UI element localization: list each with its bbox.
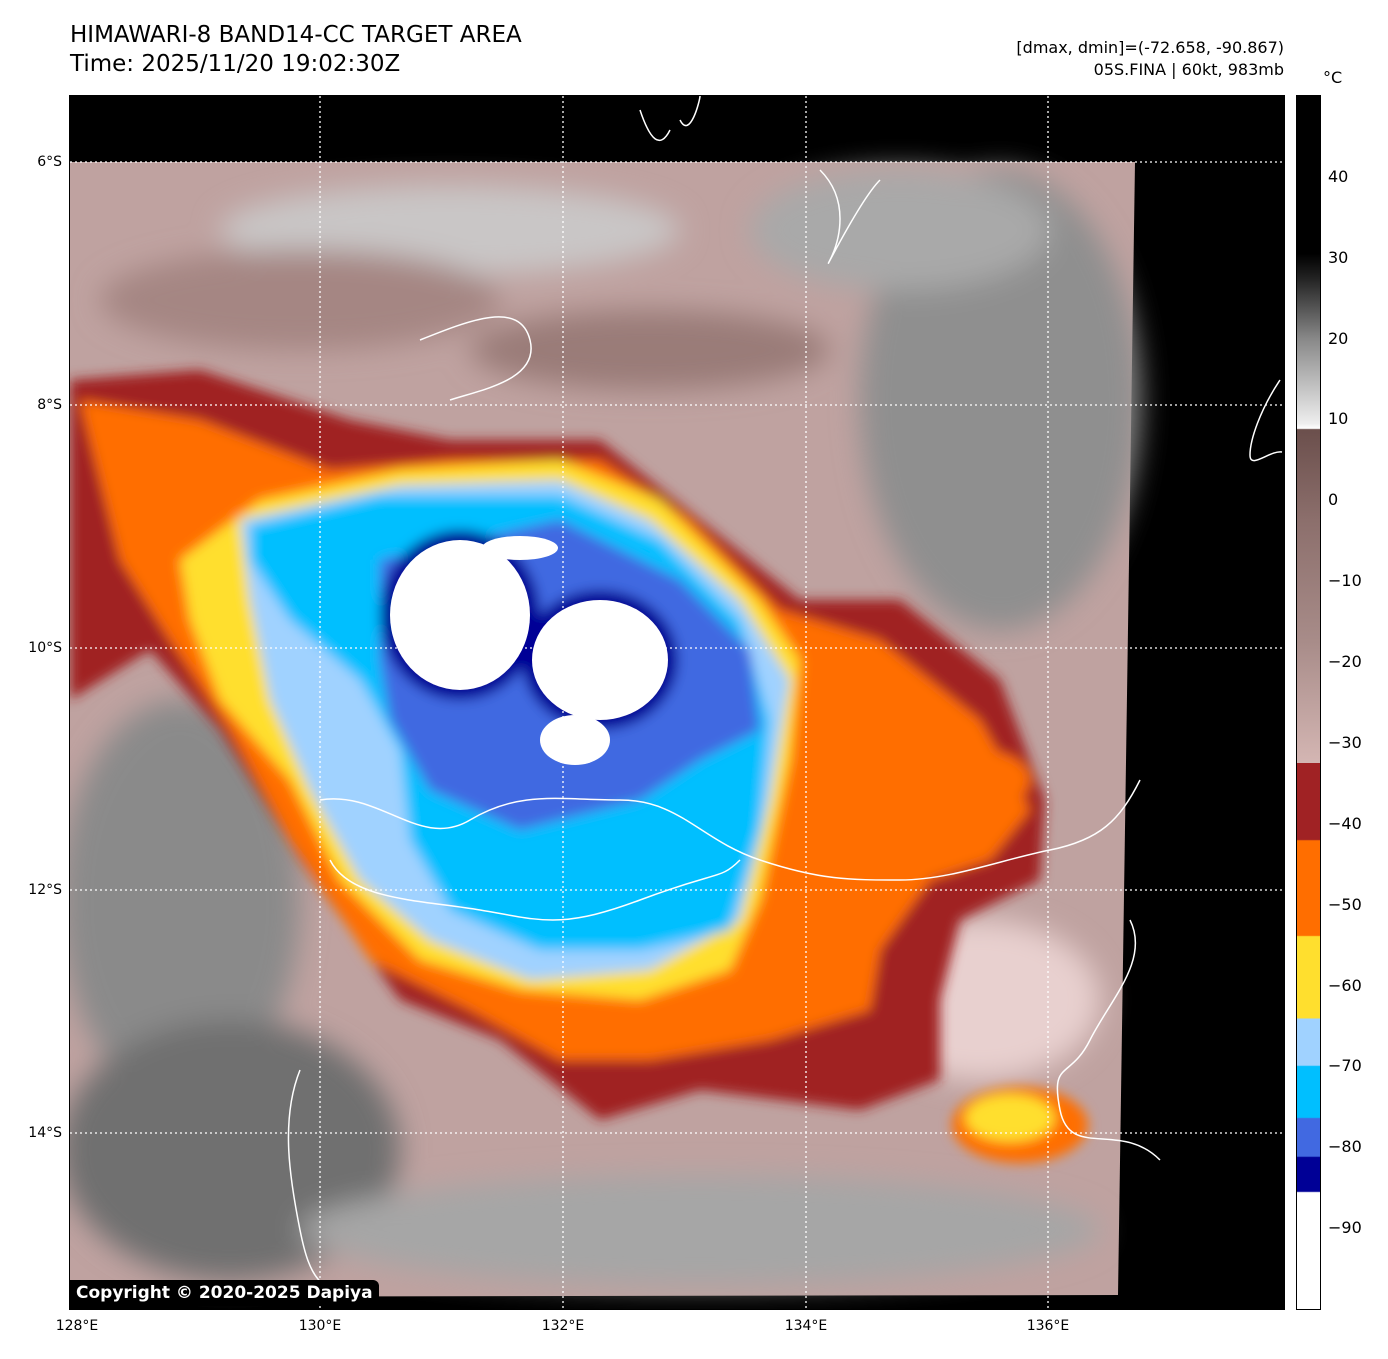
colorbar-tick-label: −50	[1328, 894, 1362, 914]
ir-imagery	[70, 96, 1284, 1309]
map-title: HIMAWARI-8 BAND14-CC TARGET AREA	[70, 22, 522, 48]
colorbar-unit: °C	[1323, 68, 1343, 87]
lat-label: 10°S	[28, 640, 62, 656]
colorbar-tick-label: −60	[1328, 975, 1362, 995]
colorbar	[1296, 95, 1321, 1310]
map-time: Time: 2025/11/20 19:02:30Z	[70, 51, 401, 77]
lat-label: 8°S	[37, 397, 62, 413]
copyright-label: Copyright © 2020-2025 Dapiya	[70, 1280, 379, 1306]
lon-label: 132°E	[541, 1318, 585, 1334]
colorbar-tick-label: −20	[1328, 652, 1362, 672]
gridlines	[70, 96, 1284, 1309]
lat-label: 12°S	[28, 882, 62, 898]
lon-label: 128°E	[55, 1318, 99, 1334]
colorbar-tick-label: 10	[1328, 409, 1349, 429]
dmax-dmin-label: [dmax, dmin]=(-72.658, -90.867)	[1016, 38, 1284, 57]
cold-cloud-tops	[390, 536, 668, 765]
lat-label: 14°S	[28, 1125, 62, 1141]
lon-label: 134°E	[784, 1318, 828, 1334]
colorbar-tick-label: −30	[1328, 732, 1362, 752]
cloud-texture	[70, 170, 1140, 1285]
colorbar-tick-label: −90	[1328, 1218, 1362, 1238]
colorbar-tick-label: 40	[1328, 166, 1349, 186]
colorbar-tick-label: −10	[1328, 571, 1362, 591]
colorbar-tick-label: 20	[1328, 328, 1349, 348]
storm-info-label: 05S.FINA | 60kt, 983mb	[1093, 60, 1284, 79]
colorbar-tick-label: 0	[1328, 490, 1339, 510]
lon-label: 136°E	[1026, 1318, 1070, 1334]
colorbar-tick-label: 30	[1328, 247, 1349, 267]
colorbar-tick-label: −80	[1328, 1137, 1362, 1157]
lat-label: 6°S	[37, 154, 62, 170]
lon-label: 130°E	[298, 1318, 342, 1334]
colorbar-tick-label: −70	[1328, 1056, 1362, 1076]
colorbar-tick-label: −40	[1328, 813, 1362, 833]
satellite-map	[69, 95, 1285, 1310]
